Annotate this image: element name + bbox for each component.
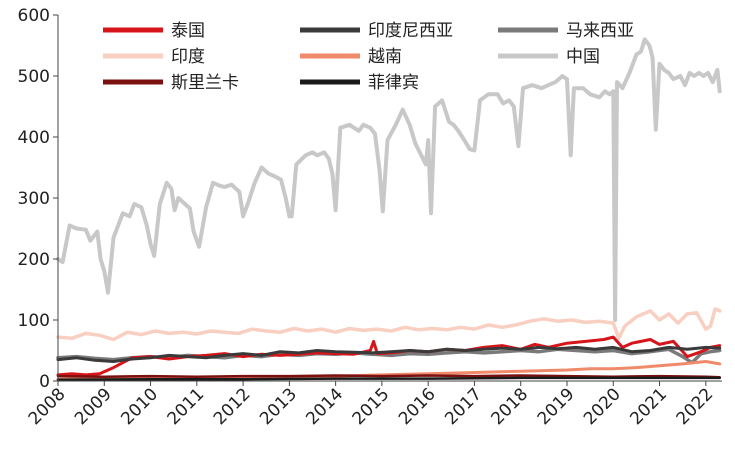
axes xyxy=(57,15,722,382)
legend-label-5: 中国 xyxy=(566,47,600,67)
x-tick-label-14: 2022 xyxy=(673,384,718,429)
y-tick-label-5: 500 xyxy=(18,67,50,87)
legend-label-4: 越南 xyxy=(368,47,402,67)
x-tick-label-12: 2020 xyxy=(580,384,625,429)
x-tick-label-7: 2015 xyxy=(349,384,394,429)
legend-label-6: 斯里兰卡 xyxy=(171,73,239,93)
x-tick-label-10: 2018 xyxy=(488,384,533,429)
x-tick-label-2: 2010 xyxy=(117,384,162,429)
x-tick-label-6: 2014 xyxy=(302,384,347,429)
x-tick-label-13: 2021 xyxy=(626,384,671,429)
x-tick-label-11: 2019 xyxy=(534,384,579,429)
legend-label-2: 马来西亚 xyxy=(566,21,634,41)
series-line-1 xyxy=(56,307,722,342)
y-tick-label-2: 200 xyxy=(18,250,50,270)
x-tick-label-5: 2013 xyxy=(256,384,301,429)
legend-label-7: 菲律宾 xyxy=(368,73,419,93)
y-tick-label-0: 0 xyxy=(39,372,50,392)
series-line-7 xyxy=(56,376,721,382)
legend-label-0: 泰国 xyxy=(171,21,205,41)
x-tick-label-9: 2017 xyxy=(441,384,486,429)
series-line-6 xyxy=(56,374,721,379)
y-tick-label-1: 100 xyxy=(18,311,50,331)
series-line-4 xyxy=(56,345,722,363)
x-tick-label-8: 2016 xyxy=(395,384,440,429)
series-line-0 xyxy=(56,37,722,322)
x-ticks: 2008 2009 2010 2011 2012 2013 2014 2015 2016 2017… xyxy=(25,381,718,429)
y-ticks: 0 100 200 300 400 500 600 xyxy=(18,6,58,392)
x-tick-label-3: 2011 xyxy=(164,384,209,429)
y-tick-label-4: 400 xyxy=(18,128,50,148)
x-tick-label-1: 2009 xyxy=(71,384,116,429)
y-tick-label-3: 300 xyxy=(18,189,50,209)
y-tick-label-6: 600 xyxy=(18,6,50,26)
x-tick-label-4: 2012 xyxy=(210,384,255,429)
legend-label-1: 印度尼西亚 xyxy=(368,21,453,41)
legend-label-3: 印度 xyxy=(171,47,205,67)
plot-lines xyxy=(56,37,722,382)
